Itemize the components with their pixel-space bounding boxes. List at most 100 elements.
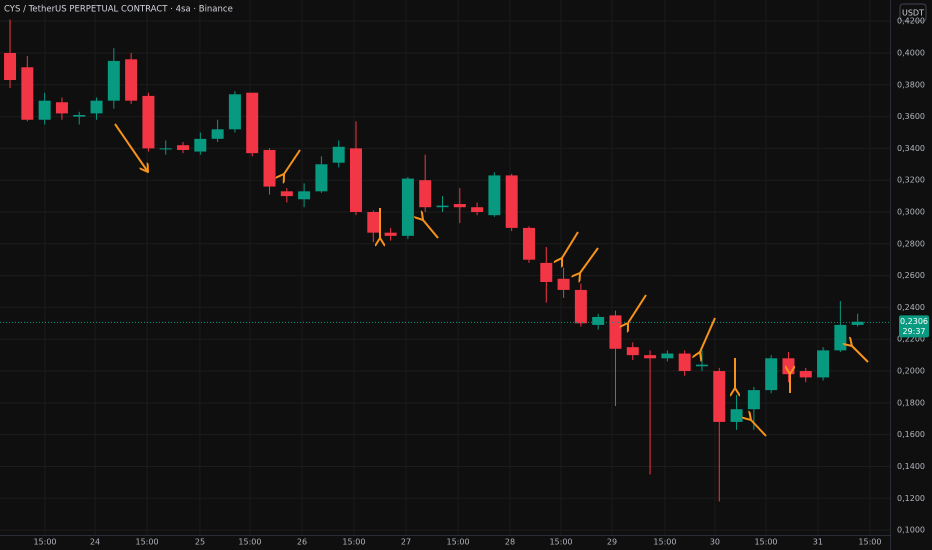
candle-body <box>367 211 380 233</box>
candle-body <box>505 175 518 228</box>
candle-body <box>453 204 466 208</box>
candle-body <box>419 180 432 208</box>
y-tick-label: 0,2000 <box>897 367 925 376</box>
candle-body <box>107 60 120 101</box>
candle-body <box>228 94 241 130</box>
x-tick-label: 15:00 <box>754 538 777 547</box>
candle-body <box>678 353 691 372</box>
x-tick-label: 15:00 <box>549 538 572 547</box>
x-tick-label: 15:00 <box>238 538 261 547</box>
x-tick-label: 26 <box>297 538 307 547</box>
x-tick-label: 15:00 <box>136 538 159 547</box>
candles <box>4 19 864 502</box>
candle-body <box>574 289 587 324</box>
candle-body <box>765 358 778 391</box>
candle-body <box>298 191 311 200</box>
candle-body <box>159 148 172 150</box>
arrow <box>284 149 301 174</box>
annotations <box>114 123 869 437</box>
x-tick-label: 25 <box>195 538 205 547</box>
y-tick-label: 0,3800 <box>897 80 925 89</box>
x-tick-label: 15:00 <box>33 538 56 547</box>
candle-body <box>661 353 674 359</box>
candle-body <box>626 347 639 356</box>
arrow <box>700 317 716 352</box>
candle-body <box>817 350 830 378</box>
candle-body <box>384 232 397 236</box>
y-tick-label: 0,2800 <box>897 239 925 248</box>
candle-body <box>401 178 414 236</box>
x-tick-label: 27 <box>401 538 411 547</box>
candle-body <box>522 227 535 260</box>
y-tick-label: 0,1800 <box>897 398 925 407</box>
last-price-label: 0,2306 <box>900 317 928 326</box>
x-tick-label: 28 <box>505 538 515 547</box>
y-tick-label: 0,2600 <box>897 271 925 280</box>
candle-body <box>644 355 657 359</box>
candle-body <box>55 102 68 114</box>
x-tick-label: 24 <box>90 538 100 547</box>
chart-title: CYS / TetherUS PERPETUAL CONTRACT · 4sa … <box>4 5 233 15</box>
last-price-box <box>899 315 929 338</box>
candle-body <box>125 59 138 101</box>
x-tick-label: 29 <box>607 538 617 547</box>
x-tick-label: 15:00 <box>653 538 676 547</box>
candle-body <box>315 164 328 192</box>
grid <box>0 0 890 535</box>
y-tick-label: 0,3400 <box>897 144 925 153</box>
x-tick-label: 15:00 <box>447 538 470 547</box>
candle-body <box>194 138 207 152</box>
candle-body <box>471 207 484 212</box>
candle-body <box>21 67 34 120</box>
candle-body <box>350 148 362 212</box>
y-tick-label: 0,1200 <box>897 494 925 503</box>
countdown-label: 29:37 <box>902 327 925 336</box>
x-tick-label: 31 <box>813 538 823 547</box>
candle-body <box>695 364 708 367</box>
arrow <box>562 231 579 258</box>
candle-body <box>142 95 155 149</box>
candle-body <box>557 278 570 290</box>
candle-body <box>834 324 847 351</box>
candle-body <box>73 114 86 117</box>
candle-body <box>246 92 259 154</box>
arrow <box>580 247 599 273</box>
candle-body <box>280 191 293 197</box>
candle-body <box>540 262 553 282</box>
candle-body <box>38 100 51 120</box>
arrow <box>751 420 767 437</box>
candle-body <box>436 205 449 208</box>
y-tick-label: 0,2200 <box>897 335 925 344</box>
y-tick-label: 0,1000 <box>897 526 925 535</box>
candle-body <box>263 149 276 187</box>
candle-body <box>851 321 864 325</box>
candle-body <box>211 129 224 139</box>
y-tick-label: 0,4200 <box>897 17 925 26</box>
candle-body <box>730 409 743 422</box>
currency-label[interactable]: USDT <box>902 9 924 18</box>
x-tick-label: 15:00 <box>858 538 881 547</box>
candle-body <box>592 316 605 325</box>
y-tick-label: 0,1600 <box>897 430 925 439</box>
candle-body <box>713 371 726 422</box>
x-tick-label: 15:00 <box>342 538 365 547</box>
y-tick-label: 0,1400 <box>897 462 925 471</box>
candle-body <box>609 315 622 349</box>
y-tick-label: 0,2400 <box>897 303 925 312</box>
candle-body <box>488 175 501 216</box>
candle-body <box>90 100 103 114</box>
x-tick-label: 30 <box>710 538 720 547</box>
candle-body <box>177 145 190 150</box>
y-tick-label: 0,4000 <box>897 48 925 57</box>
arrow <box>852 346 869 363</box>
arrow <box>114 123 148 172</box>
currency-button[interactable] <box>899 3 927 22</box>
candle-body <box>747 390 760 410</box>
candle-body <box>799 371 812 378</box>
y-tick-label: 0,3200 <box>897 176 925 185</box>
y-tick-label: 0,3600 <box>897 112 925 121</box>
candle-body <box>4 52 17 80</box>
